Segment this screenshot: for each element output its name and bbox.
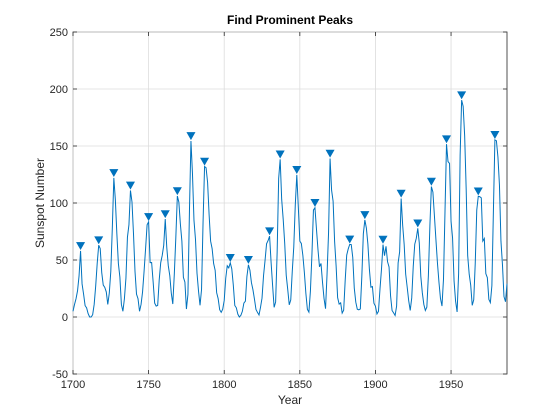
y-tick-label: 200 [50, 84, 68, 96]
peak-marker [172, 187, 182, 196]
peak-marker [490, 131, 500, 139]
axis-ticks: 1700 1750 1800 1850 1900 1950 -50 0 50 100 150 200 2… [50, 27, 507, 391]
peak-marker [76, 242, 86, 250]
peak-marker [243, 255, 253, 264]
peak-marker [426, 177, 436, 186]
peak-marker [225, 254, 235, 262]
y-tick-label: 50 [56, 255, 68, 267]
peak-marker [125, 181, 135, 190]
peak-marker [441, 135, 452, 144]
peak-marker [345, 235, 355, 244]
peak-marker [473, 187, 483, 196]
y-tick-label: 250 [50, 27, 68, 39]
peak-marker [144, 213, 154, 222]
peak-marker [413, 219, 423, 228]
y-tick-label: 150 [50, 141, 68, 153]
peak-marker [310, 198, 320, 207]
y-tick-label: -50 [52, 369, 68, 381]
peak-marker [186, 132, 196, 141]
peak-marker [109, 169, 119, 178]
peak-marker [265, 227, 275, 236]
peak-markers [76, 91, 500, 264]
x-tick-label: 1900 [363, 379, 387, 391]
y-axis-label: Sunspot Number [33, 158, 47, 248]
y-tick-label: 0 [62, 312, 68, 324]
y-tick-label: 100 [50, 198, 68, 210]
x-tick-label: 1750 [136, 379, 160, 391]
x-tick-label: 1800 [212, 379, 236, 391]
peak-marker [275, 150, 285, 159]
peak-marker [457, 91, 467, 100]
peak-marker [292, 166, 302, 174]
peak-marker [160, 210, 170, 219]
chart-title: Find Prominent Peaks [227, 13, 353, 27]
peak-marker [325, 149, 335, 158]
peak-marker [360, 211, 370, 220]
x-tick-label: 1950 [439, 379, 463, 391]
peak-marker [378, 235, 388, 244]
x-tick-label: 1850 [288, 379, 312, 391]
peak-marker [94, 236, 104, 245]
x-axis-label: Year [278, 393, 302, 407]
peak-marker [200, 157, 210, 166]
x-tick-label: 1700 [61, 379, 85, 391]
series-layer [72, 100, 508, 318]
series-line [72, 100, 508, 318]
peak-marker [396, 189, 406, 198]
